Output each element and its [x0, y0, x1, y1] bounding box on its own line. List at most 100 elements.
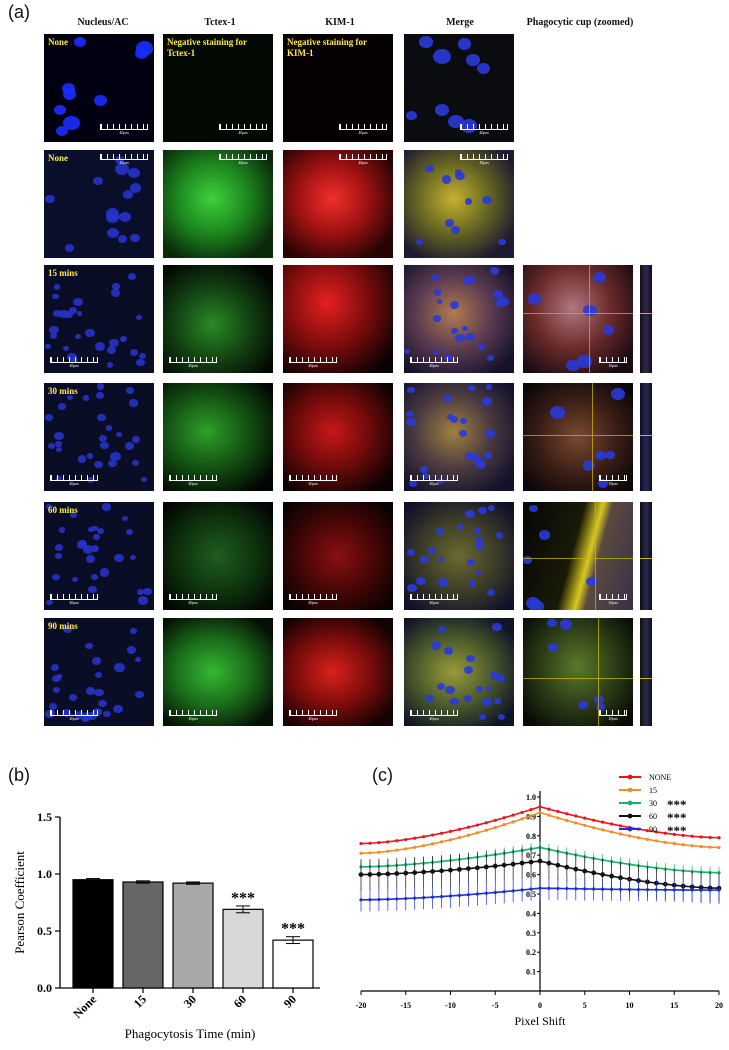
scale-bar-label: 40μm — [358, 130, 368, 135]
nucleus-blob — [99, 568, 110, 577]
nucleus-blob — [92, 176, 103, 186]
orthogonal-view-row-5 — [640, 502, 652, 610]
scale-bar-label: 40μm — [308, 716, 318, 721]
nucleus-blob — [406, 111, 417, 120]
nucleus-blob — [47, 442, 56, 449]
nucleus-blob — [407, 583, 417, 592]
nucleus-blob — [44, 709, 55, 718]
nucleus-blob — [119, 211, 132, 223]
series-point — [583, 823, 587, 828]
nucleus-blob — [73, 298, 83, 306]
nucleus-blob — [437, 556, 444, 562]
y-tick-label: 0.3 — [526, 929, 536, 938]
series-point — [359, 898, 363, 902]
series-point — [502, 823, 506, 827]
nucleus-blob — [460, 418, 468, 425]
scale-bar-label: 40μm — [188, 481, 198, 486]
orthogonal-crosshair — [640, 678, 652, 679]
nucleus-blob — [548, 643, 559, 652]
nucleus-blob — [577, 355, 592, 368]
nucleus-blob — [128, 167, 141, 178]
series-point — [583, 816, 587, 820]
legend-marker — [627, 774, 633, 780]
nucleus-blob — [447, 114, 464, 129]
micrograph-merge-row-4: 40μm — [404, 383, 514, 491]
micrograph-nucleus-row-1: None 40μm — [44, 34, 154, 142]
scale-bar-label: 40μm — [429, 600, 439, 605]
nucleus-blob — [87, 453, 94, 459]
nucleus-blob — [434, 103, 450, 117]
nucleus-blob — [481, 195, 492, 205]
nucleus-blob — [94, 94, 107, 106]
nucleus-blob — [433, 349, 440, 355]
series-point — [681, 843, 685, 847]
scale-bar-label: 40μm — [479, 130, 489, 135]
series-point — [394, 871, 400, 876]
micrograph-tctex-row-1: Negative staining for Tctex-1 40μm — [163, 34, 273, 142]
nucleus-blob — [129, 183, 142, 193]
nucleus-blob — [107, 228, 120, 239]
series-point — [431, 842, 435, 846]
nucleus-blob — [99, 441, 109, 450]
column-header-nucleus: Nucleus/AC — [77, 17, 129, 28]
series-point — [422, 896, 426, 900]
scale-bar: 40μm — [100, 154, 148, 165]
nucleus-blob — [85, 642, 93, 649]
nucleus-blob — [77, 455, 87, 463]
nucleus-blob — [435, 527, 444, 535]
scale-bar-label: 40μm — [238, 160, 248, 165]
nucleus-blob — [88, 586, 97, 594]
series-point — [681, 833, 685, 837]
series-point — [493, 825, 497, 830]
nucleus-blob — [433, 315, 441, 323]
bar — [222, 908, 264, 989]
nucleus-blob — [485, 685, 493, 692]
x-tick-label: None — [70, 992, 99, 1021]
cup-scale-bar: 10μm — [599, 357, 627, 368]
nucleus-blob — [474, 527, 482, 534]
significance-marker: *** — [281, 921, 305, 938]
micrograph-nucleus-row-3: 15 mins 40μm — [44, 265, 154, 373]
row-label: 30 mins — [48, 386, 78, 396]
y-tick-label: 0.4 — [526, 909, 536, 918]
crosshair-horizontal — [523, 558, 633, 559]
series-point — [457, 893, 462, 897]
series-point — [413, 836, 417, 840]
nucleus-blob — [96, 392, 104, 399]
nucleus-blob — [478, 506, 487, 514]
nucleus-blob — [64, 244, 74, 252]
series-point — [529, 887, 533, 891]
series-point — [520, 817, 524, 821]
nucleus-blob — [468, 580, 477, 587]
nucleus-blob — [566, 359, 580, 371]
series-point — [431, 833, 435, 837]
nucleus-blob — [52, 687, 61, 694]
nucleus-blob — [478, 714, 486, 721]
orthogonal-view-row-3 — [640, 265, 652, 373]
series-point — [413, 845, 417, 849]
series-point — [601, 820, 605, 824]
series-point — [511, 813, 515, 817]
nucleus-blob — [445, 686, 455, 695]
x-tick-label: -10 — [445, 1001, 456, 1010]
y-axis-label: Pearson Coefficient — [12, 851, 27, 954]
scale-bar: 40μm — [289, 475, 337, 486]
nucleus-blob — [425, 694, 435, 702]
nucleus-blob — [62, 88, 76, 100]
nucleus-blob — [523, 556, 532, 564]
nucleus-blob — [475, 542, 484, 550]
x-tick-label: 15 — [670, 1001, 678, 1010]
micrograph-merge-row-6: 40μm — [404, 618, 514, 726]
series-point — [359, 841, 363, 846]
nucleus-blob — [465, 451, 476, 461]
scale-bar: 40μm — [339, 124, 387, 135]
nucleus-blob — [450, 301, 460, 309]
legend-marker — [627, 800, 633, 806]
nucleus-blob — [124, 442, 135, 451]
nucleus-blob — [97, 699, 108, 708]
nucleus-blob — [466, 54, 480, 66]
micrograph-kim-row-5: 40μm — [283, 502, 393, 610]
crosshair-vertical — [589, 265, 590, 373]
nucleus-blob — [597, 479, 609, 489]
legend-marker — [627, 787, 633, 793]
